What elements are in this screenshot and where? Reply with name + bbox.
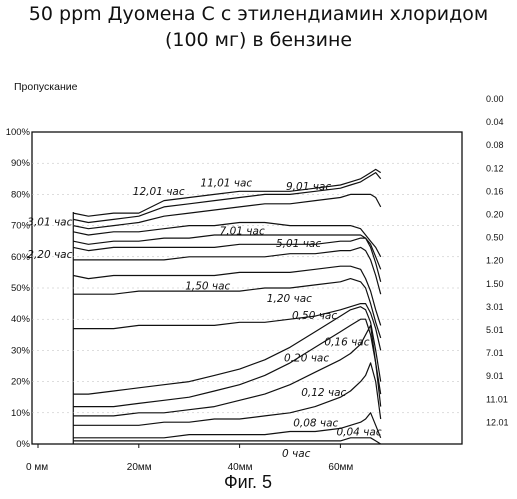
legend-time-label: 0.08 (486, 140, 504, 150)
series-line (73, 235, 380, 269)
y-tick-label: 100% (6, 127, 31, 138)
plot-grid (32, 163, 462, 413)
series-label: 9,01 час (286, 181, 331, 193)
series-label: 0,20 час (284, 352, 329, 364)
legend-time-label: 5.01 (486, 325, 504, 335)
legend-time-label: 3.01 (486, 302, 504, 312)
series-label: 1,20 час (267, 293, 312, 305)
y-tick-label: 0% (16, 439, 30, 450)
series-labels: 12,01 час 11,01 час 9,01 час 7,01 час 5,01 ч… (27, 178, 382, 460)
series-label: 0,50 час (292, 310, 337, 322)
legend-time-label: 0.04 (486, 117, 504, 127)
y-axis-label: Пропускание (14, 81, 78, 93)
legend-time-label: 0.12 (486, 163, 504, 173)
y-tick-label: 30% (11, 345, 31, 356)
series-label: 0,16 час (324, 337, 369, 349)
legend-time-label: 0.00 (486, 94, 504, 104)
series-label: 0 час (282, 448, 311, 460)
legend-time-label: 1.50 (486, 279, 504, 289)
figure-caption: Фиг. 5 (224, 472, 272, 492)
series-label: 2,20 час (27, 249, 72, 261)
series-line (73, 169, 380, 216)
legend-time-label: 0.50 (486, 233, 504, 243)
series-label: 5,01 час (276, 238, 321, 250)
y-tick-label: 50% (11, 283, 31, 294)
legend-time-label: 12.01 (486, 417, 509, 427)
series-label: 12,01 час (133, 186, 185, 198)
y-tick-label: 10% (11, 408, 31, 419)
legend-time-label: 9.01 (486, 371, 504, 381)
y-tick-label: 80% (11, 189, 31, 200)
right-legend: 0.00 0.04 0.08 0.12 0.16 0.20 0.50 1.20 1.50 3.01… (486, 94, 509, 427)
series-group (73, 169, 380, 444)
legend-time-label: 1.20 (486, 256, 504, 266)
legend-time-label: 0.16 (486, 186, 504, 196)
y-tick-labels: 0%10%20%30%40%50%60%70%80%90%100% (6, 127, 31, 450)
x-tick-label: 60мм (328, 462, 353, 473)
series-label: 7,01 час (220, 225, 265, 237)
legend-time-label: 11.01 (486, 394, 508, 404)
series-line (73, 438, 380, 444)
series-label: 3,01 час (27, 216, 72, 228)
legend-time-label: 7.01 (486, 348, 504, 358)
x-tick-label: 0 мм (26, 462, 48, 473)
series-label: 11,01 час (200, 178, 252, 190)
series-label: 0,08 час (293, 418, 338, 430)
x-tick-label: 20мм (127, 462, 152, 473)
y-tick-label: 20% (11, 377, 31, 388)
y-tick-label: 90% (11, 158, 31, 169)
y-tick-label: 40% (11, 314, 31, 325)
series-label: 0,12 час (301, 387, 346, 399)
series-label: 0,04 час (336, 426, 381, 438)
series-label: 1,50 час (185, 281, 230, 293)
legend-time-label: 0.20 (486, 210, 504, 220)
